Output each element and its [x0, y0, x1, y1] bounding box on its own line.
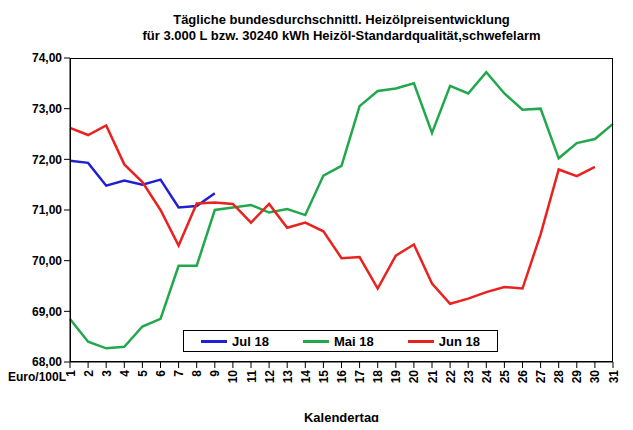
html-text:Jul 18: Jul 18 [232, 333, 269, 349]
svg-text:21: 21 [426, 370, 440, 384]
svg-text:16: 16 [335, 370, 349, 384]
svg-text:13: 13 [281, 370, 295, 384]
svg-text:24: 24 [480, 370, 494, 384]
svg-text:11: 11 [245, 370, 259, 383]
svg-text:26: 26 [516, 370, 530, 384]
svg-text:2: 2 [82, 370, 96, 377]
svg-text:23: 23 [462, 370, 476, 384]
svg-text:29: 29 [570, 370, 584, 384]
svg-text:4: 4 [118, 370, 132, 377]
svg-text:1: 1 [63, 370, 78, 377]
svg-text:70,00: 70,00 [32, 254, 62, 268]
svg-text:7: 7 [172, 370, 186, 377]
svg-text:6: 6 [154, 370, 168, 377]
html-text:Mai 18: Mai 18 [334, 333, 374, 349]
html-text:Euro/100L: Euro/100L [8, 370, 66, 384]
svg-text:9: 9 [208, 370, 222, 377]
svg-text:3: 3 [100, 370, 114, 377]
svg-text:5: 5 [136, 370, 150, 377]
svg-text:18: 18 [371, 370, 385, 384]
html-text:Tägliche bundesdurchschnittl.: Tägliche bundesdurchschnittl. Heizölprei… [173, 12, 510, 27]
svg-text:25: 25 [498, 370, 512, 384]
svg-text:20: 20 [407, 370, 421, 384]
svg-text:15: 15 [317, 370, 331, 384]
svg-text:30: 30 [588, 370, 602, 384]
svg-text:27: 27 [534, 370, 548, 384]
svg-text:14: 14 [299, 370, 313, 384]
svg-text:Kalendertag: Kalendertag [304, 410, 379, 422]
svg-text:22: 22 [444, 370, 458, 384]
svg-text:74,00: 74,00 [32, 51, 62, 65]
svg-text:28: 28 [552, 370, 566, 384]
svg-text:17: 17 [353, 370, 367, 384]
svg-text:71,00: 71,00 [32, 203, 62, 217]
svg-text:10: 10 [226, 370, 240, 384]
svg-text:31: 31 [607, 370, 621, 384]
svg-text:12: 12 [263, 370, 277, 384]
svg-text:8: 8 [190, 370, 204, 377]
svg-text:73,00: 73,00 [32, 102, 62, 116]
svg-text:19: 19 [389, 370, 403, 384]
html-text:Jun 18: Jun 18 [438, 333, 480, 349]
html-text:für 3.000 L bzw. 30240 kWh Hei: für 3.000 L bzw. 30240 kWh Heizöl-Standa… [142, 28, 541, 43]
svg-text:68,00: 68,00 [32, 355, 62, 369]
svg-text:72,00: 72,00 [32, 153, 62, 167]
svg-text:69,00: 69,00 [32, 305, 62, 319]
